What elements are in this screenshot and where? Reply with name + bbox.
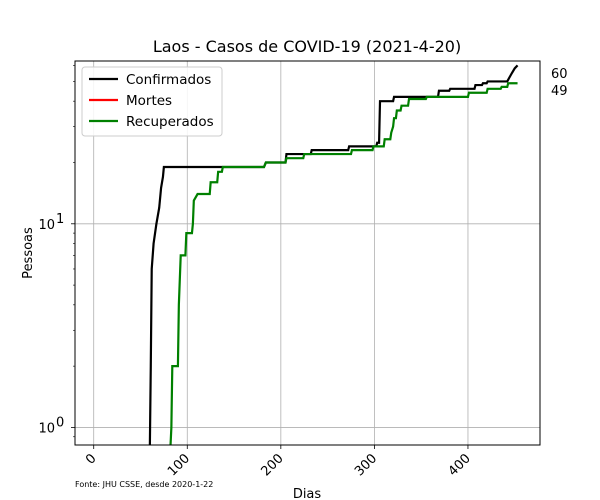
y-tick-exponent: 0 <box>56 415 64 430</box>
plot-frame <box>74 60 541 446</box>
series-lines <box>148 64 519 445</box>
x-axis-label: Dias <box>293 487 322 500</box>
series-line-recuperados <box>169 82 518 445</box>
y-tick-exponent: 1 <box>56 212 64 227</box>
legend-box <box>81 66 223 137</box>
y-axis-label: Pessoas <box>21 227 36 279</box>
chart-title: Laos - Casos de COVID-19 (2021-4-20) <box>153 37 461 56</box>
end-label-confirmados: 60 <box>551 67 568 82</box>
x-tick-label: 300 <box>352 451 380 479</box>
source-note: Fonte: JHU CSSE, desde 2020-1-22 <box>75 480 213 489</box>
legend-label-confirmados: Confirmados <box>126 72 211 88</box>
x-tick-label: 0 <box>83 451 99 467</box>
x-axis-ticks: 0 100 200 300 400 <box>83 445 474 479</box>
end-label-recuperados: 49 <box>551 84 568 99</box>
series-line-confirmados <box>148 64 519 445</box>
legend: Confirmados Mortes Recuperados <box>81 66 223 137</box>
legend-label-recuperados: Recuperados <box>126 114 214 130</box>
y-tick-label: 10 <box>38 421 55 436</box>
x-tick-label: 200 <box>259 451 287 479</box>
legend-label-mortes: Mortes <box>126 93 172 109</box>
x-tick-label: 100 <box>165 451 193 479</box>
x-tick-label: 400 <box>446 451 474 479</box>
y-tick-label: 10 <box>38 218 55 233</box>
